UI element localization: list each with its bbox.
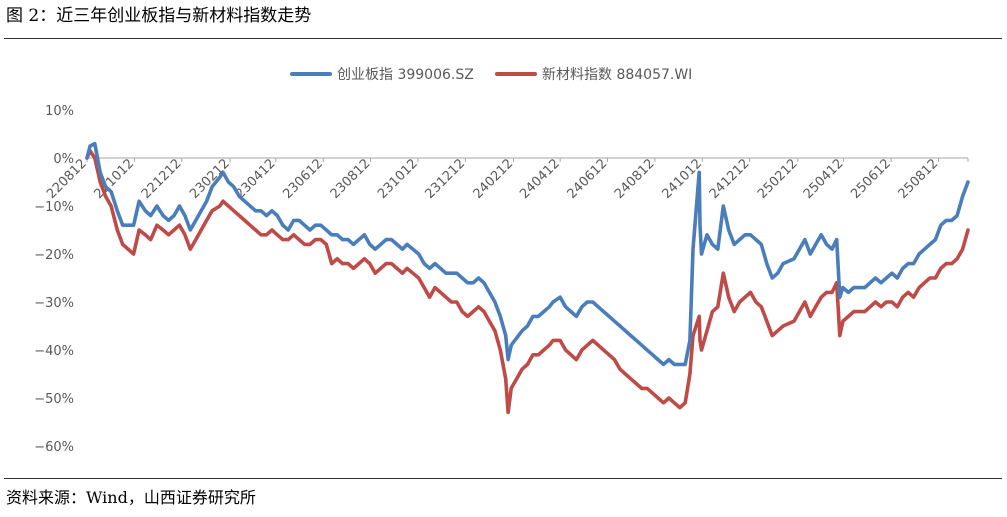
figure-title: 图 2：近三年创业板指与新材料指数走势 — [6, 6, 312, 26]
y-tick-label: 0% — [53, 152, 74, 167]
series-line-2 — [85, 149, 970, 415]
y-tick-label: −30% — [34, 296, 74, 311]
y-tick-label: 10% — [45, 104, 74, 119]
x-tick-label: 241212 — [707, 156, 753, 202]
series-line-1 — [85, 141, 970, 367]
line-chart: 创业板指 399006.SZ 新材料指数 884057.WI 10% 0% −10% −… — [34, 67, 970, 455]
y-tick-label: −10% — [34, 200, 74, 215]
y-tick-label: −20% — [34, 248, 74, 263]
x-tick-label: 250612 — [848, 156, 894, 202]
x-tick-label: 240212 — [471, 156, 517, 202]
x-tick-label: 240412 — [517, 156, 563, 202]
y-tick-label: −50% — [34, 392, 74, 407]
x-tick-label: 250812 — [896, 156, 942, 202]
chart-series — [85, 141, 970, 415]
figure-source: 资料来源：Wind，山西证券研究所 — [6, 488, 256, 507]
x-tick-label: 231012 — [375, 156, 421, 202]
legend-label-2: 新材料指数 884057.WI — [542, 67, 692, 83]
top-rule — [4, 38, 1002, 39]
x-tick-label: 250212 — [755, 156, 801, 202]
x-tick-label: 230612 — [280, 156, 326, 202]
x-tick-label: 240612 — [565, 156, 611, 202]
y-tick-label: −60% — [34, 440, 74, 455]
legend-label-1: 创业板指 399006.SZ — [337, 67, 474, 83]
x-tick-label: 230812 — [328, 156, 374, 202]
y-tick-label: −40% — [34, 344, 74, 359]
x-tick-label: 250412 — [801, 156, 847, 202]
bottom-rule — [4, 478, 1002, 479]
x-tick-label: 221212 — [139, 156, 185, 202]
chart-legend: 创业板指 399006.SZ 新材料指数 884057.WI — [290, 67, 692, 83]
x-tick-label: 231212 — [422, 156, 468, 202]
x-tick-label: 240812 — [612, 156, 658, 202]
y-axis: 10% 0% −10% −20% −30% −40% −50% −60% — [34, 104, 74, 455]
x-axis: 220812 221012 221212 230212 230412 230612 2308… — [44, 156, 969, 202]
